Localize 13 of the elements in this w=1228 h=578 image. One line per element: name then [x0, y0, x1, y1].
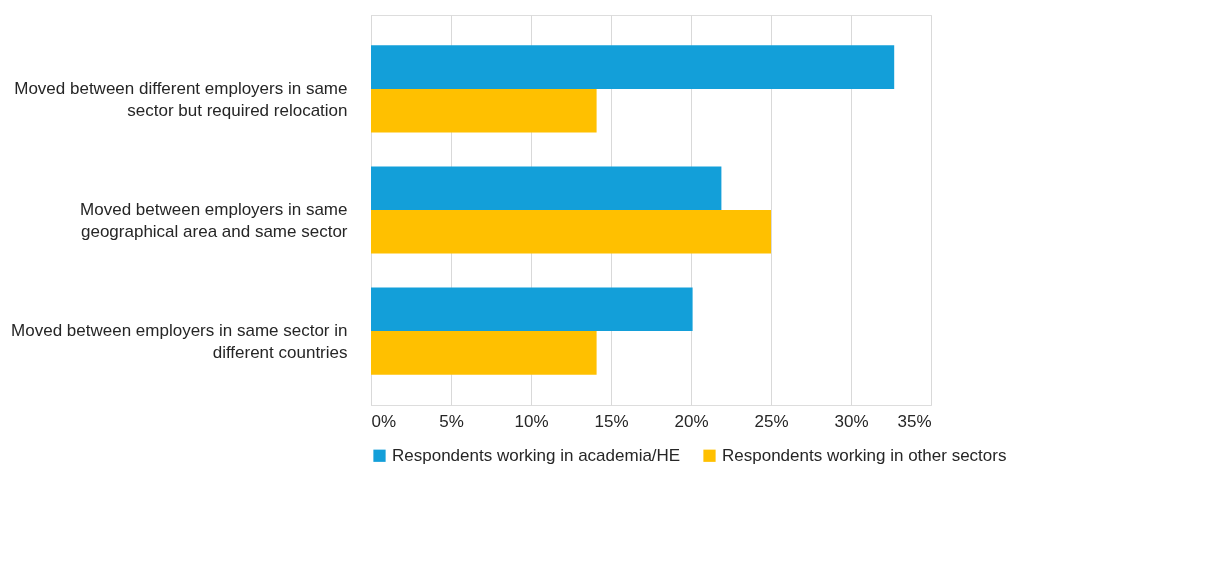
x-tick-label: 15%: [594, 411, 629, 431]
x-tick-label: 5%: [439, 411, 464, 431]
y-tick-label: Moved between different employers in same sector but required relocation: [14, 78, 348, 120]
x-tick-label: 0%: [371, 411, 397, 431]
y-tick-label: Moved between employers in same sector in different countries: [11, 321, 348, 363]
x-tick-label: 35%: [897, 411, 932, 431]
legend-label: Respondents working in other sectors: [722, 445, 1007, 465]
x-tick-label: 10%: [514, 411, 549, 431]
x-tick-label: 30%: [834, 411, 869, 431]
x-tick-label: 20%: [674, 411, 709, 431]
y-tick-label: Moved between employers in same geographical area and same sector: [80, 200, 348, 241]
legend-label: Respondents working in academia/HE: [392, 445, 681, 465]
x-tick-label: 25%: [754, 411, 789, 431]
